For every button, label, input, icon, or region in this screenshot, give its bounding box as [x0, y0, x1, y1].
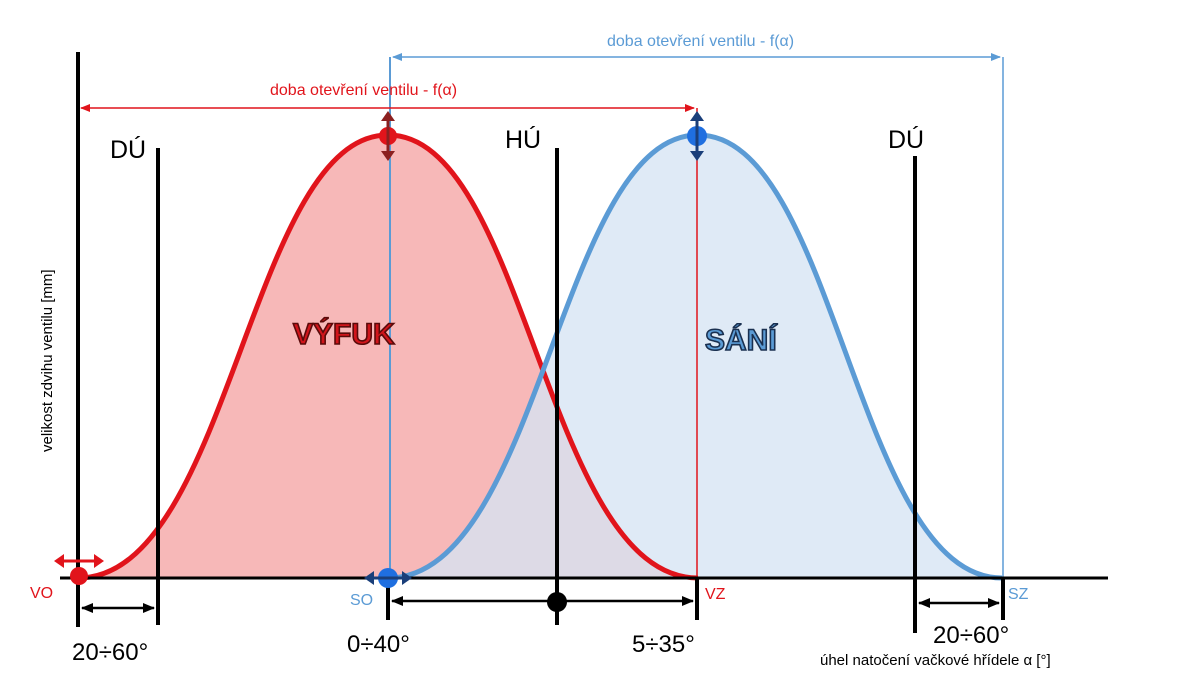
- intake-duration-label: doba otevření ventilu - f(α): [607, 33, 794, 50]
- angle-vo-label: 20÷60°: [72, 639, 148, 666]
- intake-lift-area: [388, 135, 1002, 578]
- angle-sz-label: 20÷60°: [933, 622, 1009, 649]
- vo-label: VO: [30, 585, 53, 602]
- exhaust-peak-marker-icon: [379, 111, 397, 161]
- exhaust-duration-label: doba otevření ventilu - f(α): [270, 82, 457, 99]
- bdc-right-label: DÚ: [888, 125, 924, 154]
- exhaust-open-marker-icon: [54, 554, 104, 585]
- intake-peak-marker-icon: [687, 111, 707, 161]
- so-label: SO: [350, 592, 373, 609]
- x-axis-label: úhel natočení vačkové hřídele α [°]: [820, 652, 1051, 669]
- exhaust-label: VÝFUK: [293, 317, 395, 351]
- tdc-marker-dot: [547, 592, 567, 612]
- sz-label: SZ: [1008, 586, 1029, 603]
- tdc-label: HÚ: [505, 125, 541, 154]
- y-axis-label: velikost zdvihu ventilu [mm]: [39, 269, 56, 452]
- intake-open-marker-icon: [364, 568, 412, 588]
- intake-label: SÁNÍ: [705, 323, 777, 357]
- vz-label: VZ: [705, 586, 726, 603]
- angle-so-label: 0÷40°: [347, 631, 410, 658]
- angle-vz-label: 5÷35°: [632, 631, 695, 658]
- bdc-left-label: DÚ: [110, 135, 146, 164]
